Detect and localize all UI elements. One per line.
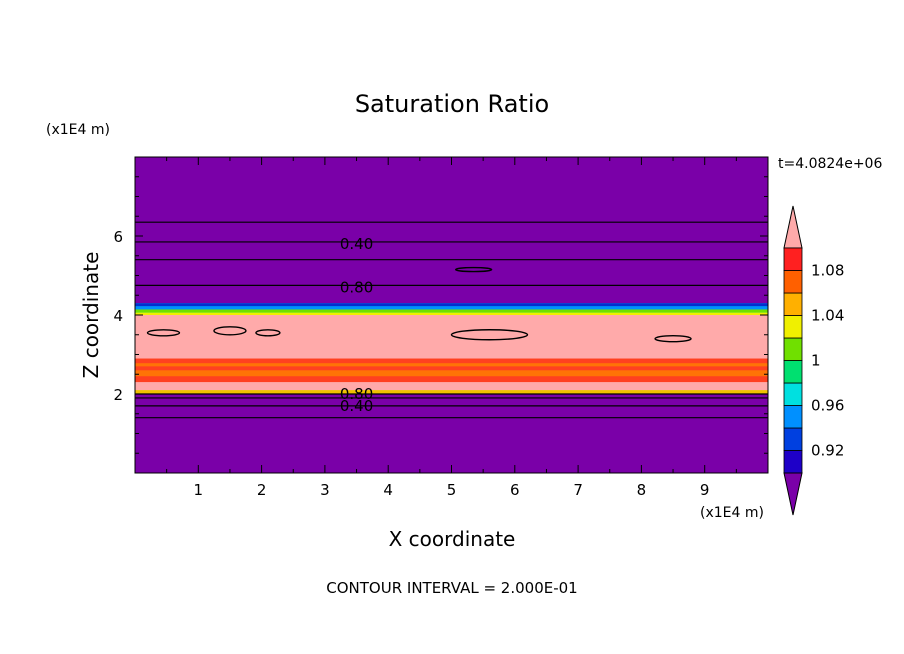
contour-line-7 <box>134 416 769 419</box>
x-tick-label: 1 <box>194 481 204 499</box>
y-tick-label: 2 <box>113 386 123 404</box>
colorbar-box-4 <box>783 360 803 384</box>
colorbar-label: 0.96 <box>811 397 844 415</box>
colorbar-box-5 <box>783 337 803 361</box>
colorbar-box-1 <box>783 427 803 451</box>
edge-stripe-0 <box>135 303 768 307</box>
colorbar-box-6 <box>783 315 803 339</box>
contour-interval-footer: CONTOUR INTERVAL = 2.000E-01 <box>326 579 577 597</box>
time-label: t=4.0824e+06 <box>778 156 882 172</box>
colorbar-over-triangle <box>783 205 803 249</box>
chart-title: Saturation Ratio <box>355 90 549 118</box>
x-tick-label: 7 <box>573 481 583 499</box>
x-axis-label: X coordinate <box>389 527 516 551</box>
x-tick-label: 4 <box>383 481 393 499</box>
colorbar-box-2 <box>783 405 803 429</box>
contour-line-1 <box>134 240 769 244</box>
x-tick-labels: 1 2 3 4 5 6 7 8 9 <box>194 481 710 499</box>
contour-loop-2 <box>255 329 281 337</box>
colorbar-label: 1.08 <box>811 262 844 280</box>
contour-loop-4 <box>654 335 692 343</box>
contour-band-0 <box>135 394 768 473</box>
contour-band-6 <box>135 157 768 304</box>
y-axis-unit: (x1E4 m) <box>46 122 110 138</box>
contour-line-5 <box>134 396 769 400</box>
x-tick-label: 5 <box>447 481 457 499</box>
x-tick-label: 9 <box>700 481 710 499</box>
contour-loop-5 <box>454 266 493 273</box>
contour-loop-0 <box>146 329 181 337</box>
contour-label-0: 0.40 <box>340 235 373 253</box>
colorbar-box-3 <box>783 382 803 406</box>
edge-stripe-2 <box>135 309 768 313</box>
y-axis-label: Z coordinate <box>79 252 103 379</box>
contour-plot-area: 0.400.800.800.40 <box>134 156 769 474</box>
filled-contour-bands <box>135 157 768 473</box>
colorbar-box-9 <box>783 247 803 271</box>
colorbar-label: 0.92 <box>811 442 844 460</box>
contour-loop-3 <box>450 329 529 341</box>
x-tick-label: 6 <box>510 481 520 499</box>
contour-loop-1 <box>213 326 247 336</box>
y-tick-labels: 2 4 6 <box>113 228 123 404</box>
x-tick-label: 8 <box>637 481 647 499</box>
edge-stripe-3 <box>135 312 768 315</box>
edge-stripe-1 <box>135 306 768 310</box>
contour-line-0 <box>134 221 769 224</box>
contour-line-4 <box>134 392 769 396</box>
contour-labels: 0.400.800.800.40 <box>340 235 373 415</box>
colorbar-box-0 <box>783 450 803 474</box>
contour-line-3 <box>134 284 769 287</box>
colorbar-label: 1.04 <box>811 307 844 325</box>
colorbar-box-8 <box>783 270 803 294</box>
x-tick-label: 2 <box>257 481 267 499</box>
contour-label-1: 0.80 <box>340 278 373 296</box>
contour-label-3: 0.40 <box>340 397 373 415</box>
contour-line-6 <box>134 404 769 408</box>
contour-band-4 <box>135 315 768 359</box>
colorbar <box>783 205 803 516</box>
contour-band-1 <box>135 390 768 394</box>
contour-lines <box>134 221 769 419</box>
y-tick-label: 6 <box>113 228 123 246</box>
warm-wisp-0 <box>135 370 768 377</box>
contour-band-2 <box>135 382 768 391</box>
contour-line-2 <box>134 258 769 261</box>
colorbar-labels: 0.92 0.96 1 1.04 1.08 <box>811 262 844 460</box>
colorbar-box-7 <box>783 292 803 316</box>
y-tick-label: 4 <box>113 307 123 325</box>
contour-label-2: 0.80 <box>340 385 373 403</box>
axis-ticks <box>135 157 768 473</box>
x-axis-unit: (x1E4 m) <box>700 505 764 521</box>
colorbar-label: 1 <box>811 352 821 370</box>
colorbar-under-triangle <box>783 472 803 516</box>
warm-wisp-1 <box>135 363 768 367</box>
x-tick-label: 3 <box>320 481 330 499</box>
